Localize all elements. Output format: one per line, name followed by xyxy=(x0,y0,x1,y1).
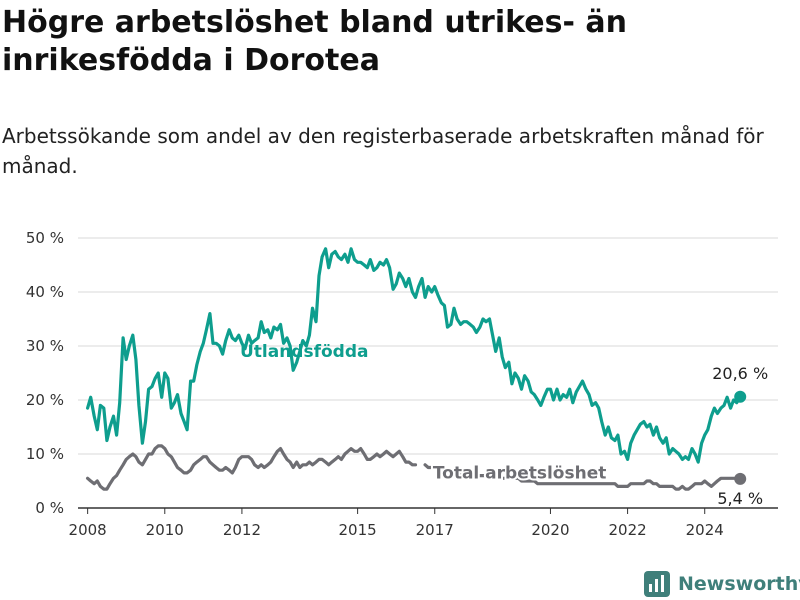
brand-name: Newsworthy xyxy=(678,573,800,595)
x-tick-label: 2017 xyxy=(416,521,454,539)
series-endpoint-total xyxy=(734,472,747,485)
y-tick-label: 30 % xyxy=(26,337,64,355)
axes: 0 % 10 % 20 % 30 % 40 % 50 % 2008 2010 2012 2015 2… xyxy=(26,229,724,539)
x-tick-label: 2020 xyxy=(531,521,569,539)
end-value-label-total: 5,4 % xyxy=(717,489,763,508)
series-label-total: Total arbetslöshet xyxy=(433,463,607,483)
bar-chart-icon xyxy=(644,571,670,597)
series-line-total xyxy=(86,444,742,491)
end-value-label-utlandsfodda: 20,6 % xyxy=(712,364,768,383)
series-line-utlandsfodda xyxy=(86,247,742,464)
x-tick-label: 2015 xyxy=(339,521,377,539)
chart-labels: 20,6 % 5,4 % Utlandsfödda Total arbetslöshe… xyxy=(240,342,768,508)
series-lines xyxy=(86,247,747,491)
y-tick-label: 50 % xyxy=(26,229,64,247)
x-tick-label: 2022 xyxy=(608,521,646,539)
x-tick-label: 2010 xyxy=(146,521,184,539)
x-tick-label: 2012 xyxy=(223,521,261,539)
series-label-utlandsfodda: Utlandsfödda xyxy=(240,342,369,362)
x-tick-label: 2008 xyxy=(69,521,107,539)
x-tick-label: 2024 xyxy=(686,521,724,539)
series-endpoint-utlandsfodda xyxy=(734,390,747,403)
y-tick-label: 0 % xyxy=(35,499,64,517)
y-tick-label: 20 % xyxy=(26,391,64,409)
chart-title: Högre arbetslöshet bland utrikes- än inr… xyxy=(2,5,627,78)
y-tick-label: 10 % xyxy=(26,445,64,463)
chart-subtitle: Arbetssökande som andel av den registerb… xyxy=(2,124,764,178)
y-tick-label: 40 % xyxy=(26,283,64,301)
brand-logo: Newsworthy xyxy=(644,569,800,599)
